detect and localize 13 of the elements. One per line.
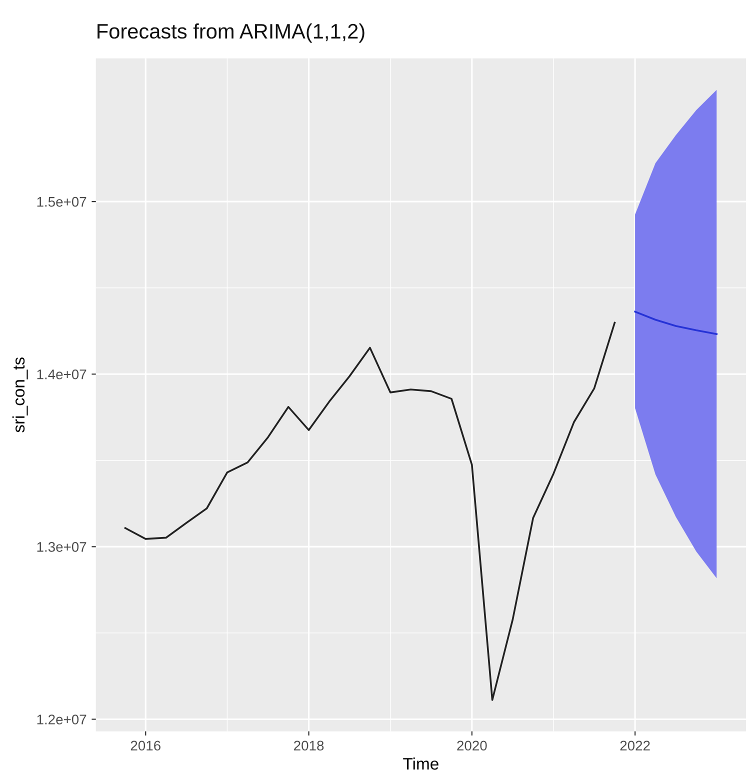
line-series [124,322,616,701]
x-axis-title: Time [403,757,438,770]
y-tick-label: 1.2e+07 [37,714,86,724]
y-tick-label: 1.5e+07 [37,196,86,207]
line-series [634,310,718,335]
chart-title: Forecasts from ARIMA(1,1,2) [98,23,364,43]
y-tick-label: 1.4e+07 [37,369,86,380]
x-tick-label: 2022 [620,740,650,751]
x-tick-label: 2018 [294,740,324,751]
y-axis-title: sri_con_ts [12,357,28,432]
x-tick-label: 2020 [457,740,487,751]
x-tick-label: 2016 [130,740,160,751]
y-tick-label: 1.3e+07 [37,542,86,552]
